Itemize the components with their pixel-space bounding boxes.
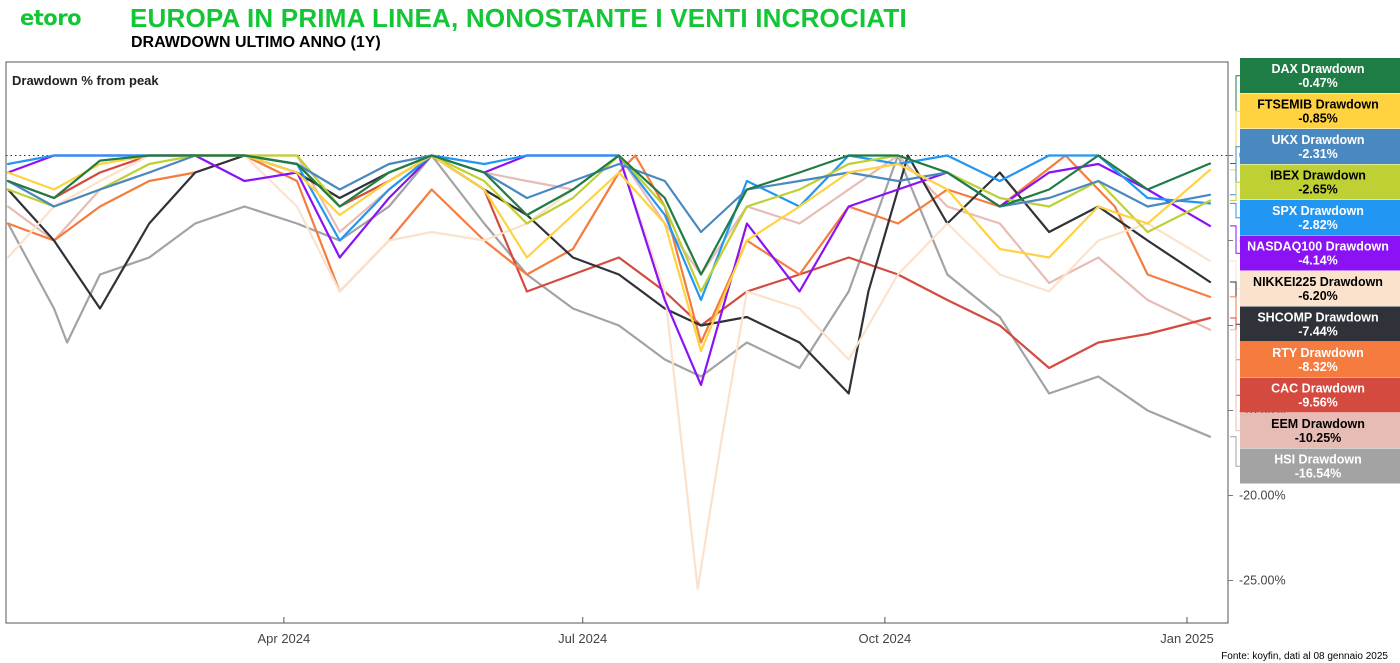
legend-value: -9.56% xyxy=(1298,396,1338,410)
legend-label: SHCOMP Drawdown xyxy=(1257,311,1378,325)
x-tick-label: Jan 2025 xyxy=(1160,631,1214,646)
legend-value: -0.47% xyxy=(1298,76,1338,90)
legend-label: DAX Drawdown xyxy=(1271,62,1364,76)
legend-value: -8.32% xyxy=(1298,360,1338,374)
x-tick-label: Jul 2024 xyxy=(558,631,607,646)
legend-connector xyxy=(1230,225,1240,254)
legend-value: -2.65% xyxy=(1298,183,1338,197)
legend-box xyxy=(1240,377,1400,413)
x-tick-label: Apr 2024 xyxy=(257,631,310,646)
legend-box xyxy=(1240,271,1400,306)
legend-connector xyxy=(1230,260,1240,290)
series-line-hsi xyxy=(6,154,1212,438)
legend-box xyxy=(1240,200,1400,235)
legend-value: -7.44% xyxy=(1298,325,1338,339)
legend-label: HSI Drawdown xyxy=(1274,453,1362,467)
x-tick-label: Oct 2024 xyxy=(858,631,911,646)
series-lines xyxy=(6,154,1212,591)
legend-box xyxy=(1240,306,1400,342)
x-axis: Apr 2024 Jul 2024 Oct 2024 Jan 2025 xyxy=(257,617,1214,646)
legend-label: SPX Drawdown xyxy=(1272,204,1364,218)
series-line-dax xyxy=(6,154,1212,276)
y-tick-label: -25.00% xyxy=(1239,574,1286,588)
legend-label: NASDAQ100 Drawdown xyxy=(1247,240,1389,254)
legend-label: EEM Drawdown xyxy=(1271,417,1365,431)
legend-box xyxy=(1240,129,1400,164)
legend-label: CAC Drawdown xyxy=(1271,382,1365,396)
legend-box xyxy=(1240,235,1400,271)
page-subtitle: DRAWDOWN ULTIMO ANNO (1Y) xyxy=(131,34,381,51)
legend-value: -4.14% xyxy=(1298,254,1338,268)
legend-label: IBEX Drawdown xyxy=(1270,169,1366,183)
legend-connector xyxy=(1230,110,1240,171)
legend-value: -0.85% xyxy=(1298,112,1338,126)
plot-frame xyxy=(5,61,1229,624)
legend-value: -16.54% xyxy=(1295,467,1342,481)
legend-connector xyxy=(1230,329,1240,432)
etoro-logo: etoro xyxy=(20,6,82,30)
legend-connector xyxy=(1230,202,1240,219)
page-title: EUROPA IN PRIMA LINEA, NONOSTANTE I VENT… xyxy=(130,3,907,33)
legend-box xyxy=(1240,164,1400,200)
chart-title: Drawdown % from peak xyxy=(12,73,159,88)
legend-box xyxy=(1240,413,1400,448)
legend-box xyxy=(1240,58,1400,93)
legend-label: FTSEMIB Drawdown xyxy=(1257,98,1379,112)
legend-connector xyxy=(1230,181,1240,202)
legend-box xyxy=(1240,342,1400,377)
legend-box xyxy=(1240,93,1400,129)
y-tick-label: -20.00% xyxy=(1239,489,1286,503)
legend: DAX Drawdown-0.47% FTSEMIB Drawdown-0.85%… xyxy=(1230,58,1400,484)
legend-box xyxy=(1240,448,1400,484)
legend-label: UKX Drawdown xyxy=(1271,133,1364,147)
legend-label: NIKKEI225 Drawdown xyxy=(1253,275,1383,289)
legend-label: RTY Drawdown xyxy=(1272,346,1363,360)
legend-connector xyxy=(1230,436,1240,467)
legend-value: -10.25% xyxy=(1295,431,1342,445)
legend-value: -6.20% xyxy=(1298,289,1338,303)
legend-value: -2.31% xyxy=(1298,147,1338,161)
legend-connector xyxy=(1230,146,1240,196)
source-note: Fonte: koyfin, dati al 08 gennaio 2025 xyxy=(1221,651,1388,662)
legend-value: -2.82% xyxy=(1298,218,1338,232)
